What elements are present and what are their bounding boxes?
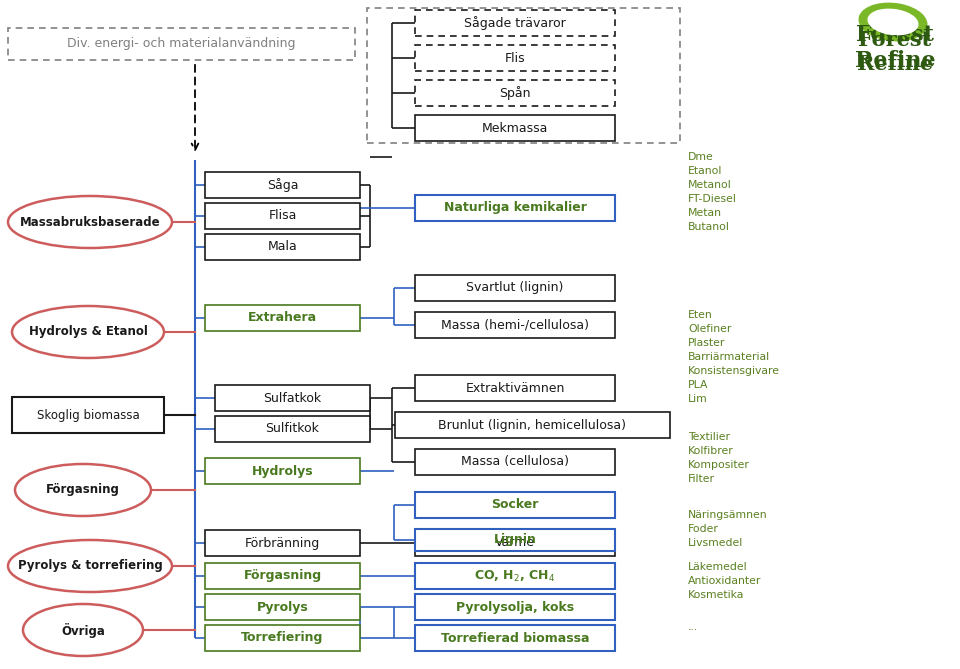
- Text: Extraktivämnen: Extraktivämnen: [466, 381, 564, 395]
- Text: Etanol: Etanol: [688, 166, 722, 176]
- Text: FT-Diesel: FT-Diesel: [688, 194, 737, 204]
- FancyBboxPatch shape: [415, 195, 615, 221]
- FancyBboxPatch shape: [415, 275, 615, 301]
- Text: Sulfatkok: Sulfatkok: [263, 391, 322, 405]
- Text: Div. energi- och materialanvändning: Div. energi- och materialanvändning: [67, 37, 296, 50]
- Ellipse shape: [12, 306, 164, 358]
- FancyBboxPatch shape: [8, 28, 355, 60]
- Text: CO, H$_2$, CH$_4$: CO, H$_2$, CH$_4$: [474, 569, 556, 583]
- FancyBboxPatch shape: [205, 234, 360, 260]
- Text: Skoglig biomassa: Skoglig biomassa: [36, 409, 139, 421]
- Text: Flisa: Flisa: [268, 209, 297, 223]
- FancyBboxPatch shape: [205, 530, 360, 556]
- FancyBboxPatch shape: [415, 312, 615, 338]
- FancyBboxPatch shape: [415, 492, 615, 518]
- Text: Näringsämnen: Näringsämnen: [688, 510, 768, 520]
- FancyBboxPatch shape: [205, 203, 360, 229]
- Text: Extrahera: Extrahera: [248, 312, 317, 324]
- Ellipse shape: [858, 3, 927, 41]
- Ellipse shape: [8, 196, 172, 248]
- FancyBboxPatch shape: [415, 375, 615, 401]
- Ellipse shape: [868, 9, 919, 35]
- FancyBboxPatch shape: [395, 412, 670, 438]
- Text: Foder: Foder: [688, 524, 719, 534]
- Text: Forest
Refine: Forest Refine: [857, 30, 933, 74]
- Text: Mekmassa: Mekmassa: [482, 122, 548, 134]
- Ellipse shape: [23, 604, 143, 656]
- FancyBboxPatch shape: [12, 397, 164, 433]
- Text: Filter: Filter: [688, 474, 715, 484]
- Text: Barriärmaterial: Barriärmaterial: [688, 352, 770, 362]
- Text: Pyrolys & torrefiering: Pyrolys & torrefiering: [17, 559, 162, 573]
- Text: Socker: Socker: [492, 498, 539, 512]
- Text: Pyrolysolja, koks: Pyrolysolja, koks: [456, 601, 574, 613]
- Text: Konsistensgivare: Konsistensgivare: [688, 366, 780, 376]
- Text: Metanol: Metanol: [688, 180, 732, 190]
- Text: Förbränning: Förbränning: [245, 537, 320, 549]
- Text: Naturliga kemikalier: Naturliga kemikalier: [444, 201, 587, 215]
- FancyBboxPatch shape: [415, 115, 615, 141]
- Text: Hydrolys: Hydrolys: [252, 464, 313, 478]
- Text: Metan: Metan: [688, 208, 722, 218]
- FancyBboxPatch shape: [415, 625, 615, 651]
- Text: Sulfitkok: Sulfitkok: [266, 423, 320, 436]
- Text: Butanol: Butanol: [688, 222, 730, 232]
- Text: Förgasning: Förgasning: [244, 569, 322, 583]
- FancyBboxPatch shape: [215, 385, 370, 411]
- FancyBboxPatch shape: [415, 594, 615, 620]
- Text: Antioxidanter: Antioxidanter: [688, 576, 761, 586]
- Text: Lim: Lim: [688, 394, 708, 404]
- Text: ...: ...: [688, 622, 698, 632]
- Ellipse shape: [15, 464, 151, 516]
- Text: Kolfibrer: Kolfibrer: [688, 446, 733, 456]
- Text: Massabruksbaserade: Massabruksbaserade: [20, 215, 160, 229]
- FancyBboxPatch shape: [415, 10, 615, 36]
- Text: Förgasning: Förgasning: [46, 484, 120, 496]
- Text: Hydrolys & Etanol: Hydrolys & Etanol: [29, 326, 148, 339]
- Text: Forest
Refine: Forest Refine: [854, 24, 935, 72]
- Text: Kompositer: Kompositer: [688, 460, 750, 470]
- Text: Massa (cellulosa): Massa (cellulosa): [461, 456, 569, 468]
- Text: Sågade trävaror: Sågade trävaror: [464, 16, 565, 30]
- Text: Pyrolys: Pyrolys: [256, 601, 308, 613]
- FancyBboxPatch shape: [215, 416, 370, 442]
- Text: Torrefierad biomassa: Torrefierad biomassa: [441, 632, 589, 644]
- Text: Plaster: Plaster: [688, 338, 726, 348]
- Text: Dme: Dme: [688, 152, 713, 162]
- Text: Brunlut (lignin, hemicellulosa): Brunlut (lignin, hemicellulosa): [439, 419, 627, 432]
- Text: Övriga: Övriga: [61, 622, 105, 638]
- Text: Kosmetika: Kosmetika: [688, 590, 744, 600]
- Text: Livsmedel: Livsmedel: [688, 538, 743, 548]
- FancyBboxPatch shape: [205, 625, 360, 651]
- FancyBboxPatch shape: [205, 563, 360, 589]
- FancyBboxPatch shape: [205, 305, 360, 331]
- Text: Spån: Spån: [499, 86, 531, 100]
- FancyBboxPatch shape: [205, 594, 360, 620]
- Text: Flis: Flis: [505, 52, 525, 64]
- Text: Olefiner: Olefiner: [688, 324, 732, 334]
- FancyBboxPatch shape: [415, 563, 615, 589]
- FancyBboxPatch shape: [205, 172, 360, 198]
- Text: Torrefiering: Torrefiering: [241, 632, 324, 644]
- Text: PLA: PLA: [688, 380, 708, 390]
- Text: Massa (hemi-/cellulosa): Massa (hemi-/cellulosa): [441, 318, 589, 332]
- FancyBboxPatch shape: [415, 529, 615, 551]
- Text: Lignin: Lignin: [493, 533, 537, 547]
- FancyBboxPatch shape: [415, 80, 615, 106]
- Text: Mala: Mala: [268, 240, 298, 254]
- FancyBboxPatch shape: [205, 458, 360, 484]
- FancyBboxPatch shape: [415, 45, 615, 71]
- Text: Svartlut (lignin): Svartlut (lignin): [467, 282, 564, 294]
- Text: Läkemedel: Läkemedel: [688, 562, 748, 572]
- Text: Såga: Såga: [267, 178, 299, 192]
- FancyBboxPatch shape: [415, 530, 615, 556]
- Text: Textilier: Textilier: [688, 432, 730, 442]
- Ellipse shape: [8, 540, 172, 592]
- FancyBboxPatch shape: [415, 449, 615, 475]
- Text: Eten: Eten: [688, 310, 712, 320]
- Text: Värme: Värme: [495, 537, 535, 549]
